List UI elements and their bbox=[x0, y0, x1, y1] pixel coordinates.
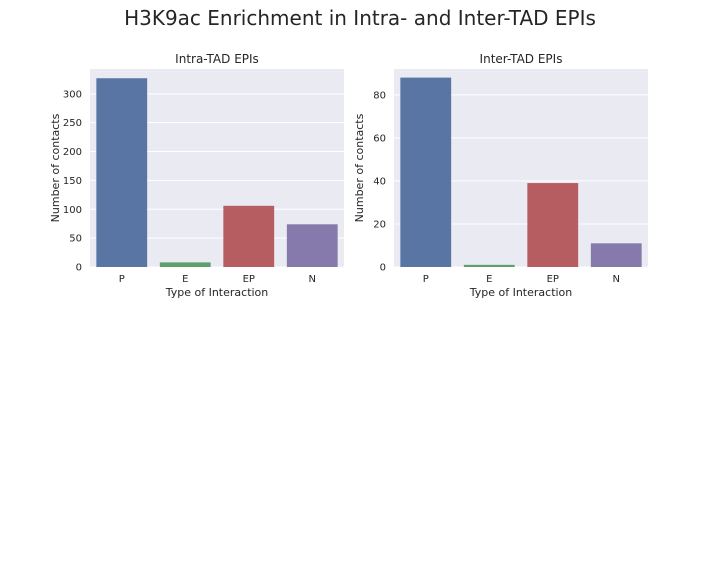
bar-e bbox=[463, 264, 515, 267]
x-tick-label: EP bbox=[547, 274, 559, 285]
y-tick-label: 250 bbox=[63, 118, 82, 129]
x-axis-label: Type of Interaction bbox=[469, 286, 573, 299]
x-tick-label: P bbox=[119, 274, 125, 285]
bar-p bbox=[96, 78, 148, 268]
chart-panel-2: 0 20 40 60 80 P E EP N Inter-TAD EPIs Type of Inte… bbox=[353, 52, 648, 299]
panel-title: Intra-TAD EPIs bbox=[175, 52, 259, 66]
bar-n bbox=[286, 224, 338, 267]
y-tick-label: 0 bbox=[76, 263, 82, 274]
y-tick-label: 200 bbox=[63, 147, 82, 158]
y-axis-label: Number of contacts bbox=[49, 113, 62, 222]
y-tick-label: 100 bbox=[63, 205, 82, 216]
x-tick-label: N bbox=[613, 274, 620, 285]
y-tick-label: 20 bbox=[373, 219, 386, 230]
bar-e bbox=[159, 262, 211, 267]
y-tick-label: 40 bbox=[373, 176, 386, 187]
bar-n bbox=[590, 243, 642, 267]
y-tick-label: 300 bbox=[63, 89, 82, 100]
y-tick-label: 50 bbox=[69, 234, 82, 245]
x-tick-label: N bbox=[309, 274, 316, 285]
y-tick-label: 80 bbox=[373, 90, 386, 101]
bar-ep bbox=[527, 183, 579, 267]
panel-title: Inter-TAD EPIs bbox=[480, 52, 563, 66]
x-tick-label: EP bbox=[243, 274, 255, 285]
y-axis-label: Number of contacts bbox=[353, 113, 366, 222]
x-tick-label: P bbox=[423, 274, 429, 285]
bar-ep bbox=[223, 205, 275, 267]
x-axis-label: Type of Interaction bbox=[165, 286, 269, 299]
figure-title: H3K9ac Enrichment in Intra- and Inter-TA… bbox=[124, 6, 596, 30]
bar-p bbox=[400, 77, 452, 267]
y-tick-label: 0 bbox=[380, 263, 386, 274]
y-tick-label: 150 bbox=[63, 176, 82, 187]
x-tick-label: E bbox=[486, 274, 492, 285]
x-tick-label: E bbox=[182, 274, 188, 285]
chart-panel-1: 0 50 100 150 200 250 300 P E EP N Intra-TAD EPIs Typ… bbox=[49, 52, 344, 299]
y-tick-label: 60 bbox=[373, 133, 386, 144]
